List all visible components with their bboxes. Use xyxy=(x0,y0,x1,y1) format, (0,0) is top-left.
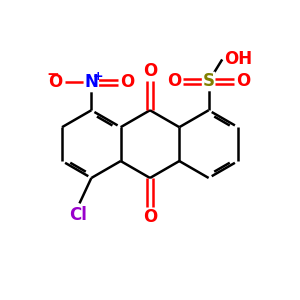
Text: O: O xyxy=(120,74,134,92)
Text: O: O xyxy=(48,74,63,92)
Text: O: O xyxy=(143,62,157,80)
Text: −: − xyxy=(46,67,59,82)
Text: O: O xyxy=(167,73,181,91)
Text: O: O xyxy=(143,208,157,226)
Text: S: S xyxy=(202,73,214,91)
Text: Cl: Cl xyxy=(69,206,87,224)
Text: N: N xyxy=(84,74,98,92)
Text: +: + xyxy=(92,70,103,83)
Text: OH: OH xyxy=(224,50,253,68)
Text: O: O xyxy=(236,73,251,91)
